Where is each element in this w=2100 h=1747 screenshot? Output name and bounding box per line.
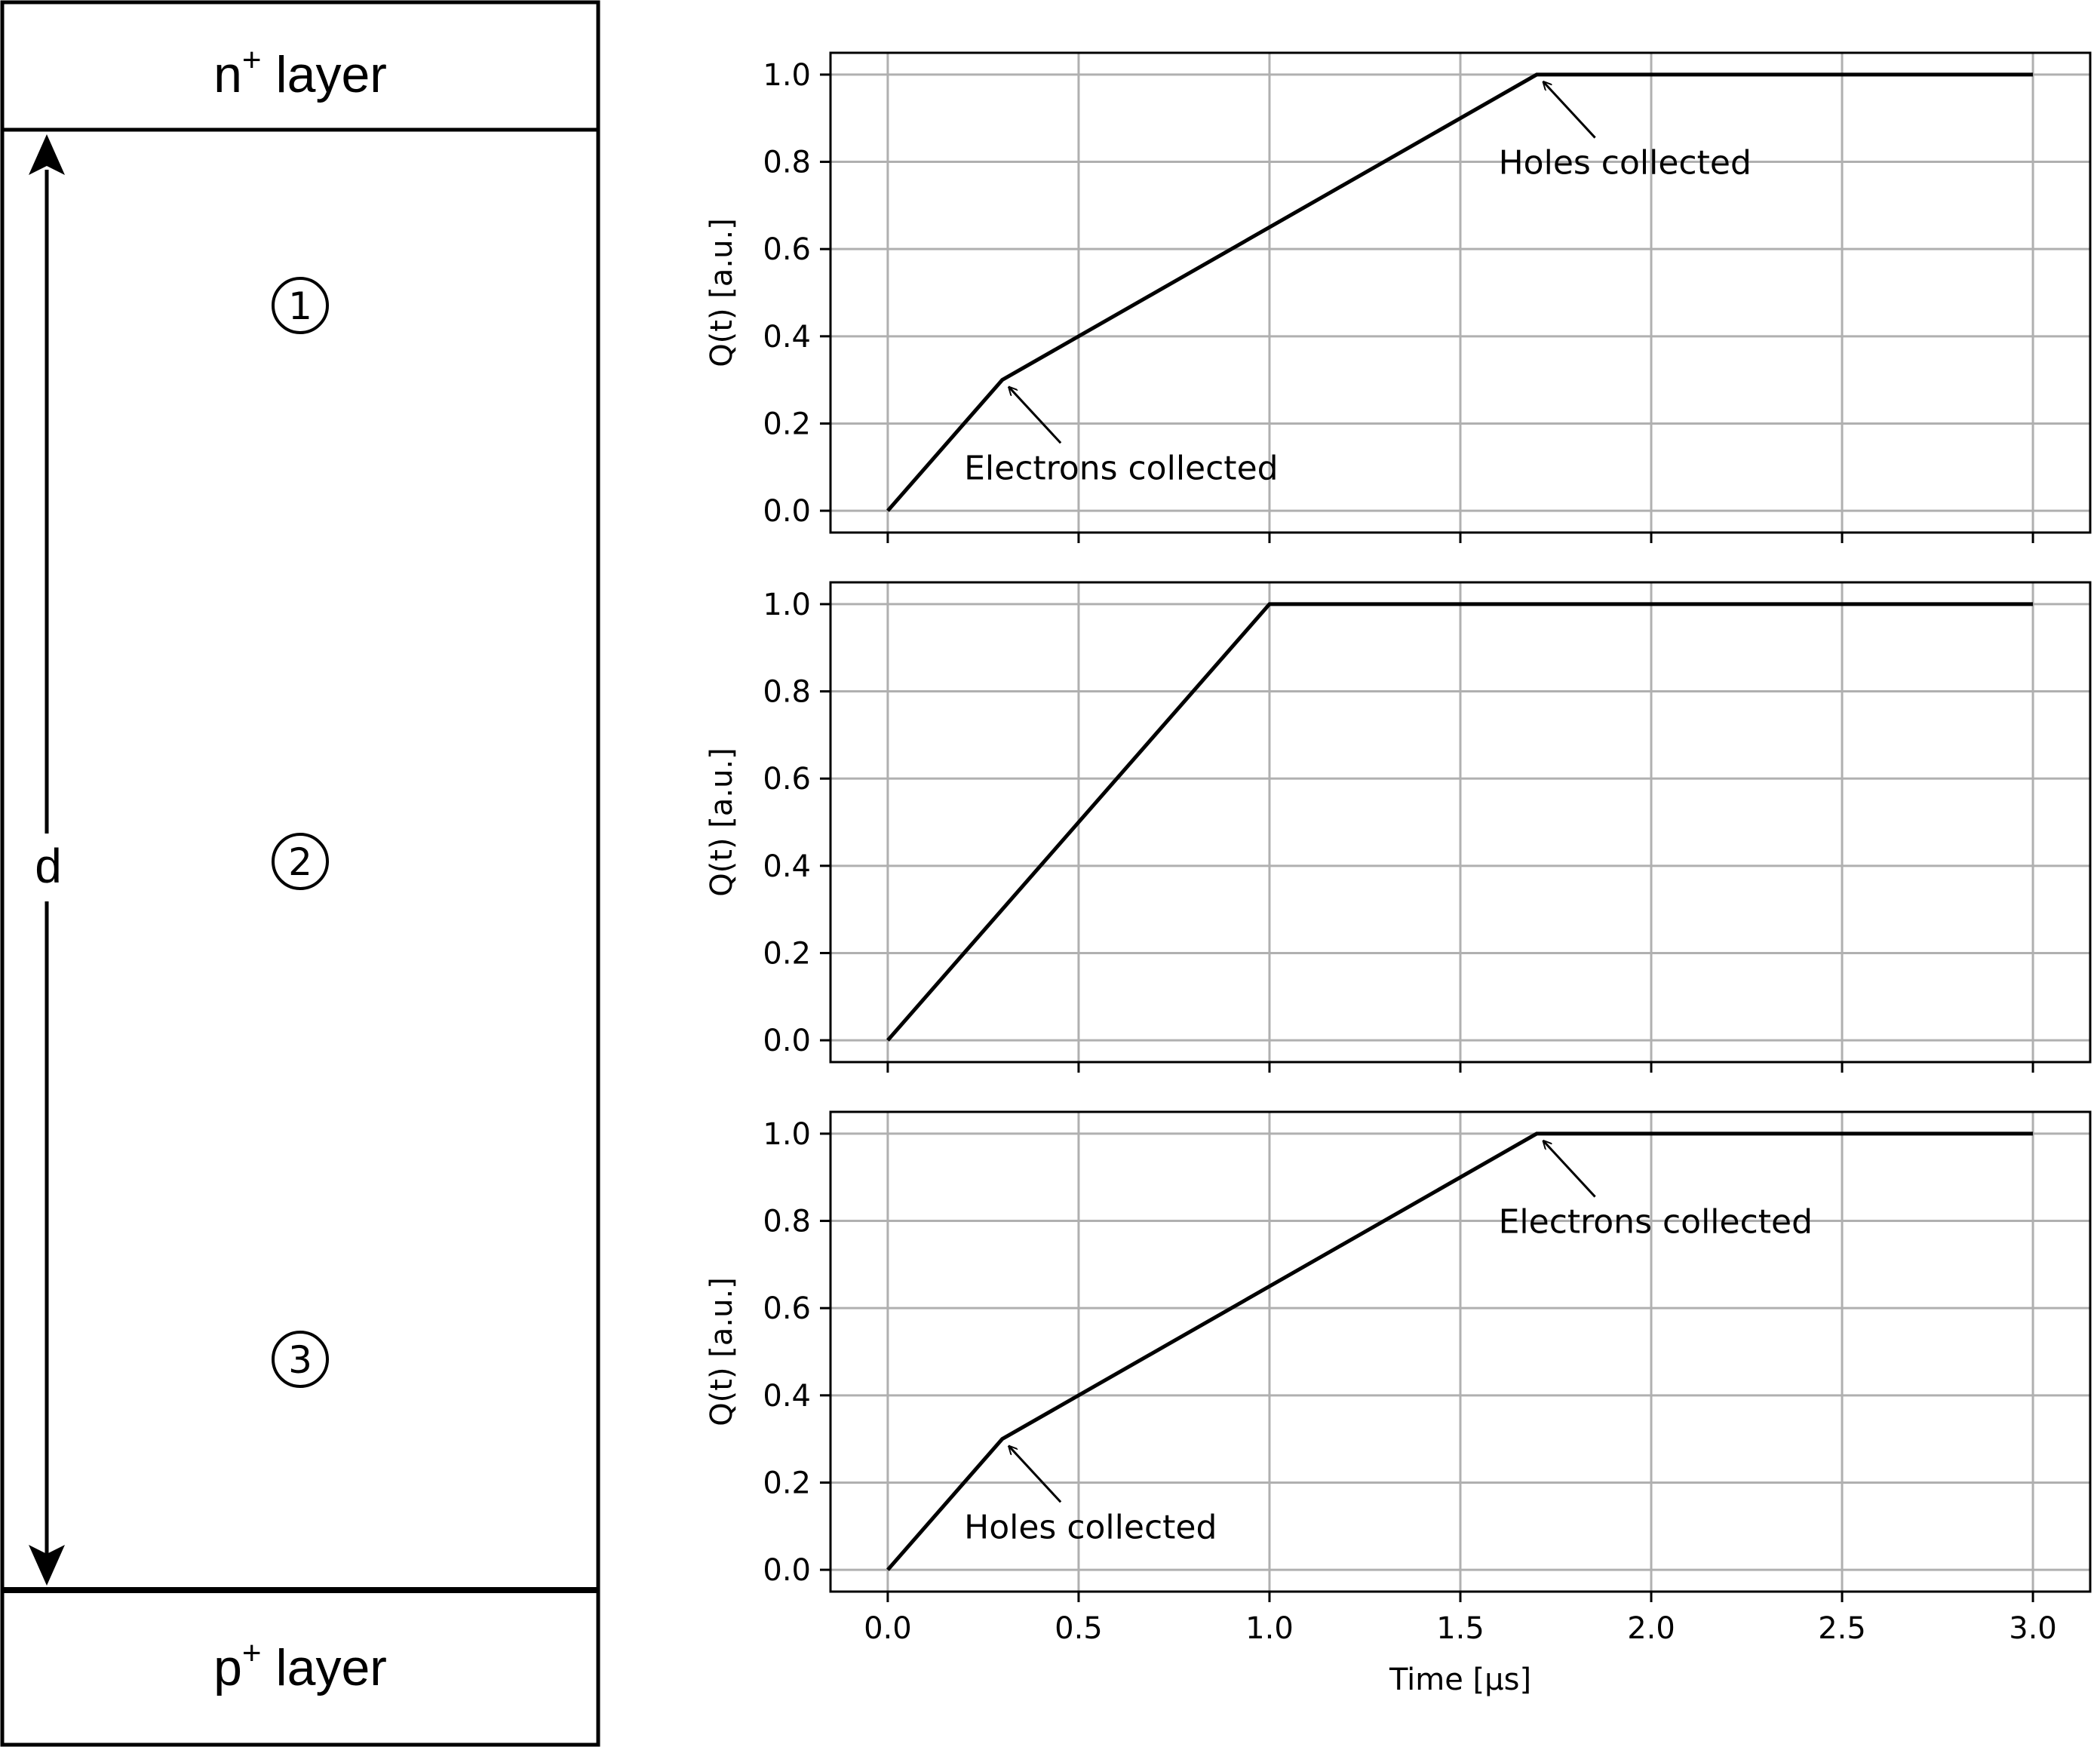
charge-plot-region-1: 0.0 0.2 0.4 0.6 0.8 1.0 Q(t) [a.u.] Electrons c… — [705, 51, 2092, 543]
y-axis-label: Q(t) [a.u.] — [705, 1277, 739, 1426]
n-layer-sup: + — [242, 41, 262, 78]
y-tick-label: 0.2 — [763, 936, 811, 971]
y-tick-label: 0.8 — [763, 675, 811, 710]
detector-diagram: n+ layer p+ layer d 1 2 3 — [0, 0, 600, 1747]
y-tick-label: 0.0 — [763, 494, 811, 529]
y-tick-label: 1.0 — [763, 588, 811, 622]
annotation-arrow — [1543, 81, 1596, 139]
x-axis-label: Time [μs] — [1389, 1663, 1531, 1697]
thickness-arrow-bottom-head — [29, 1545, 65, 1586]
x-tick-label: 0.0 — [864, 1611, 912, 1646]
y-tick-label: 0.6 — [763, 232, 811, 267]
charge-curve — [886, 1131, 2034, 1571]
y-tick-label: 1.0 — [763, 58, 811, 93]
annotation-arrow — [1543, 1141, 1596, 1198]
charge-curve — [886, 72, 2034, 512]
annotation-arrow — [1009, 386, 1062, 444]
annotation-label: Electrons collected — [1499, 1203, 1813, 1242]
p-layer-rest: layer — [262, 1639, 387, 1696]
thickness-label: d — [35, 839, 62, 893]
charge-plot-region-2: 0.0 0.2 0.4 0.6 0.8 1.0 Q(t) [a.u.] — [705, 581, 2092, 1073]
region-3-circle — [272, 1331, 329, 1388]
y-axis-label: Q(t) [a.u.] — [705, 748, 739, 897]
y-tick-label: 0.4 — [763, 320, 811, 355]
y-tick-label: 0.4 — [763, 849, 811, 884]
region-1-circle — [272, 277, 329, 334]
charge-plot-region-3: 0.0 0.5 1.0 1.5 2.0 2.5 3.0 0.0 0.2 0.4 0.6 0.8 1.0 Q… — [705, 1110, 2092, 1697]
y-tick-label: 0.6 — [763, 1291, 811, 1326]
annotation-label: Holes collected — [1499, 144, 1752, 183]
x-tick-label: 1.5 — [1436, 1611, 1484, 1646]
y-tick-label: 0.0 — [763, 1553, 811, 1588]
region-3-number: 3 — [288, 1338, 312, 1382]
x-tick-label: 2.0 — [1627, 1611, 1675, 1646]
x-tick-label: 3.0 — [2009, 1611, 2057, 1646]
annotation-arrow — [1009, 1445, 1062, 1503]
n-layer-base: n — [213, 46, 242, 103]
p-layer-label: p+ layer — [213, 1635, 387, 1696]
annotation-label: Electrons collected — [964, 449, 1278, 487]
x-tick-label: 2.5 — [1818, 1611, 1866, 1646]
y-tick-label: 0.0 — [763, 1024, 811, 1058]
region-2-number: 2 — [288, 840, 312, 884]
charge-curve — [886, 602, 2034, 1042]
y-tick-label: 0.6 — [763, 762, 811, 797]
y-tick-label: 0.2 — [763, 1466, 811, 1500]
y-tick-label: 0.2 — [763, 407, 811, 441]
n-layer-label: n+ layer — [213, 41, 387, 103]
x-tick-label: 0.5 — [1055, 1611, 1103, 1646]
y-tick-label: 0.4 — [763, 1379, 811, 1414]
annotation-label: Holes collected — [964, 1508, 1217, 1546]
detector-outline — [0, 0, 600, 1747]
p-layer-base: p — [213, 1639, 242, 1696]
thickness-arrow-top-head — [29, 134, 65, 175]
p-layer-sup: + — [242, 1635, 262, 1672]
y-tick-label: 0.8 — [763, 1205, 811, 1239]
region-1-number: 1 — [288, 284, 312, 328]
n-layer-rest: layer — [262, 46, 387, 103]
region-2-circle — [272, 833, 329, 890]
y-axis-label: Q(t) [a.u.] — [705, 218, 739, 367]
x-tick-label: 1.0 — [1245, 1611, 1294, 1646]
y-tick-label: 0.8 — [763, 146, 811, 180]
y-tick-label: 1.0 — [763, 1117, 811, 1152]
